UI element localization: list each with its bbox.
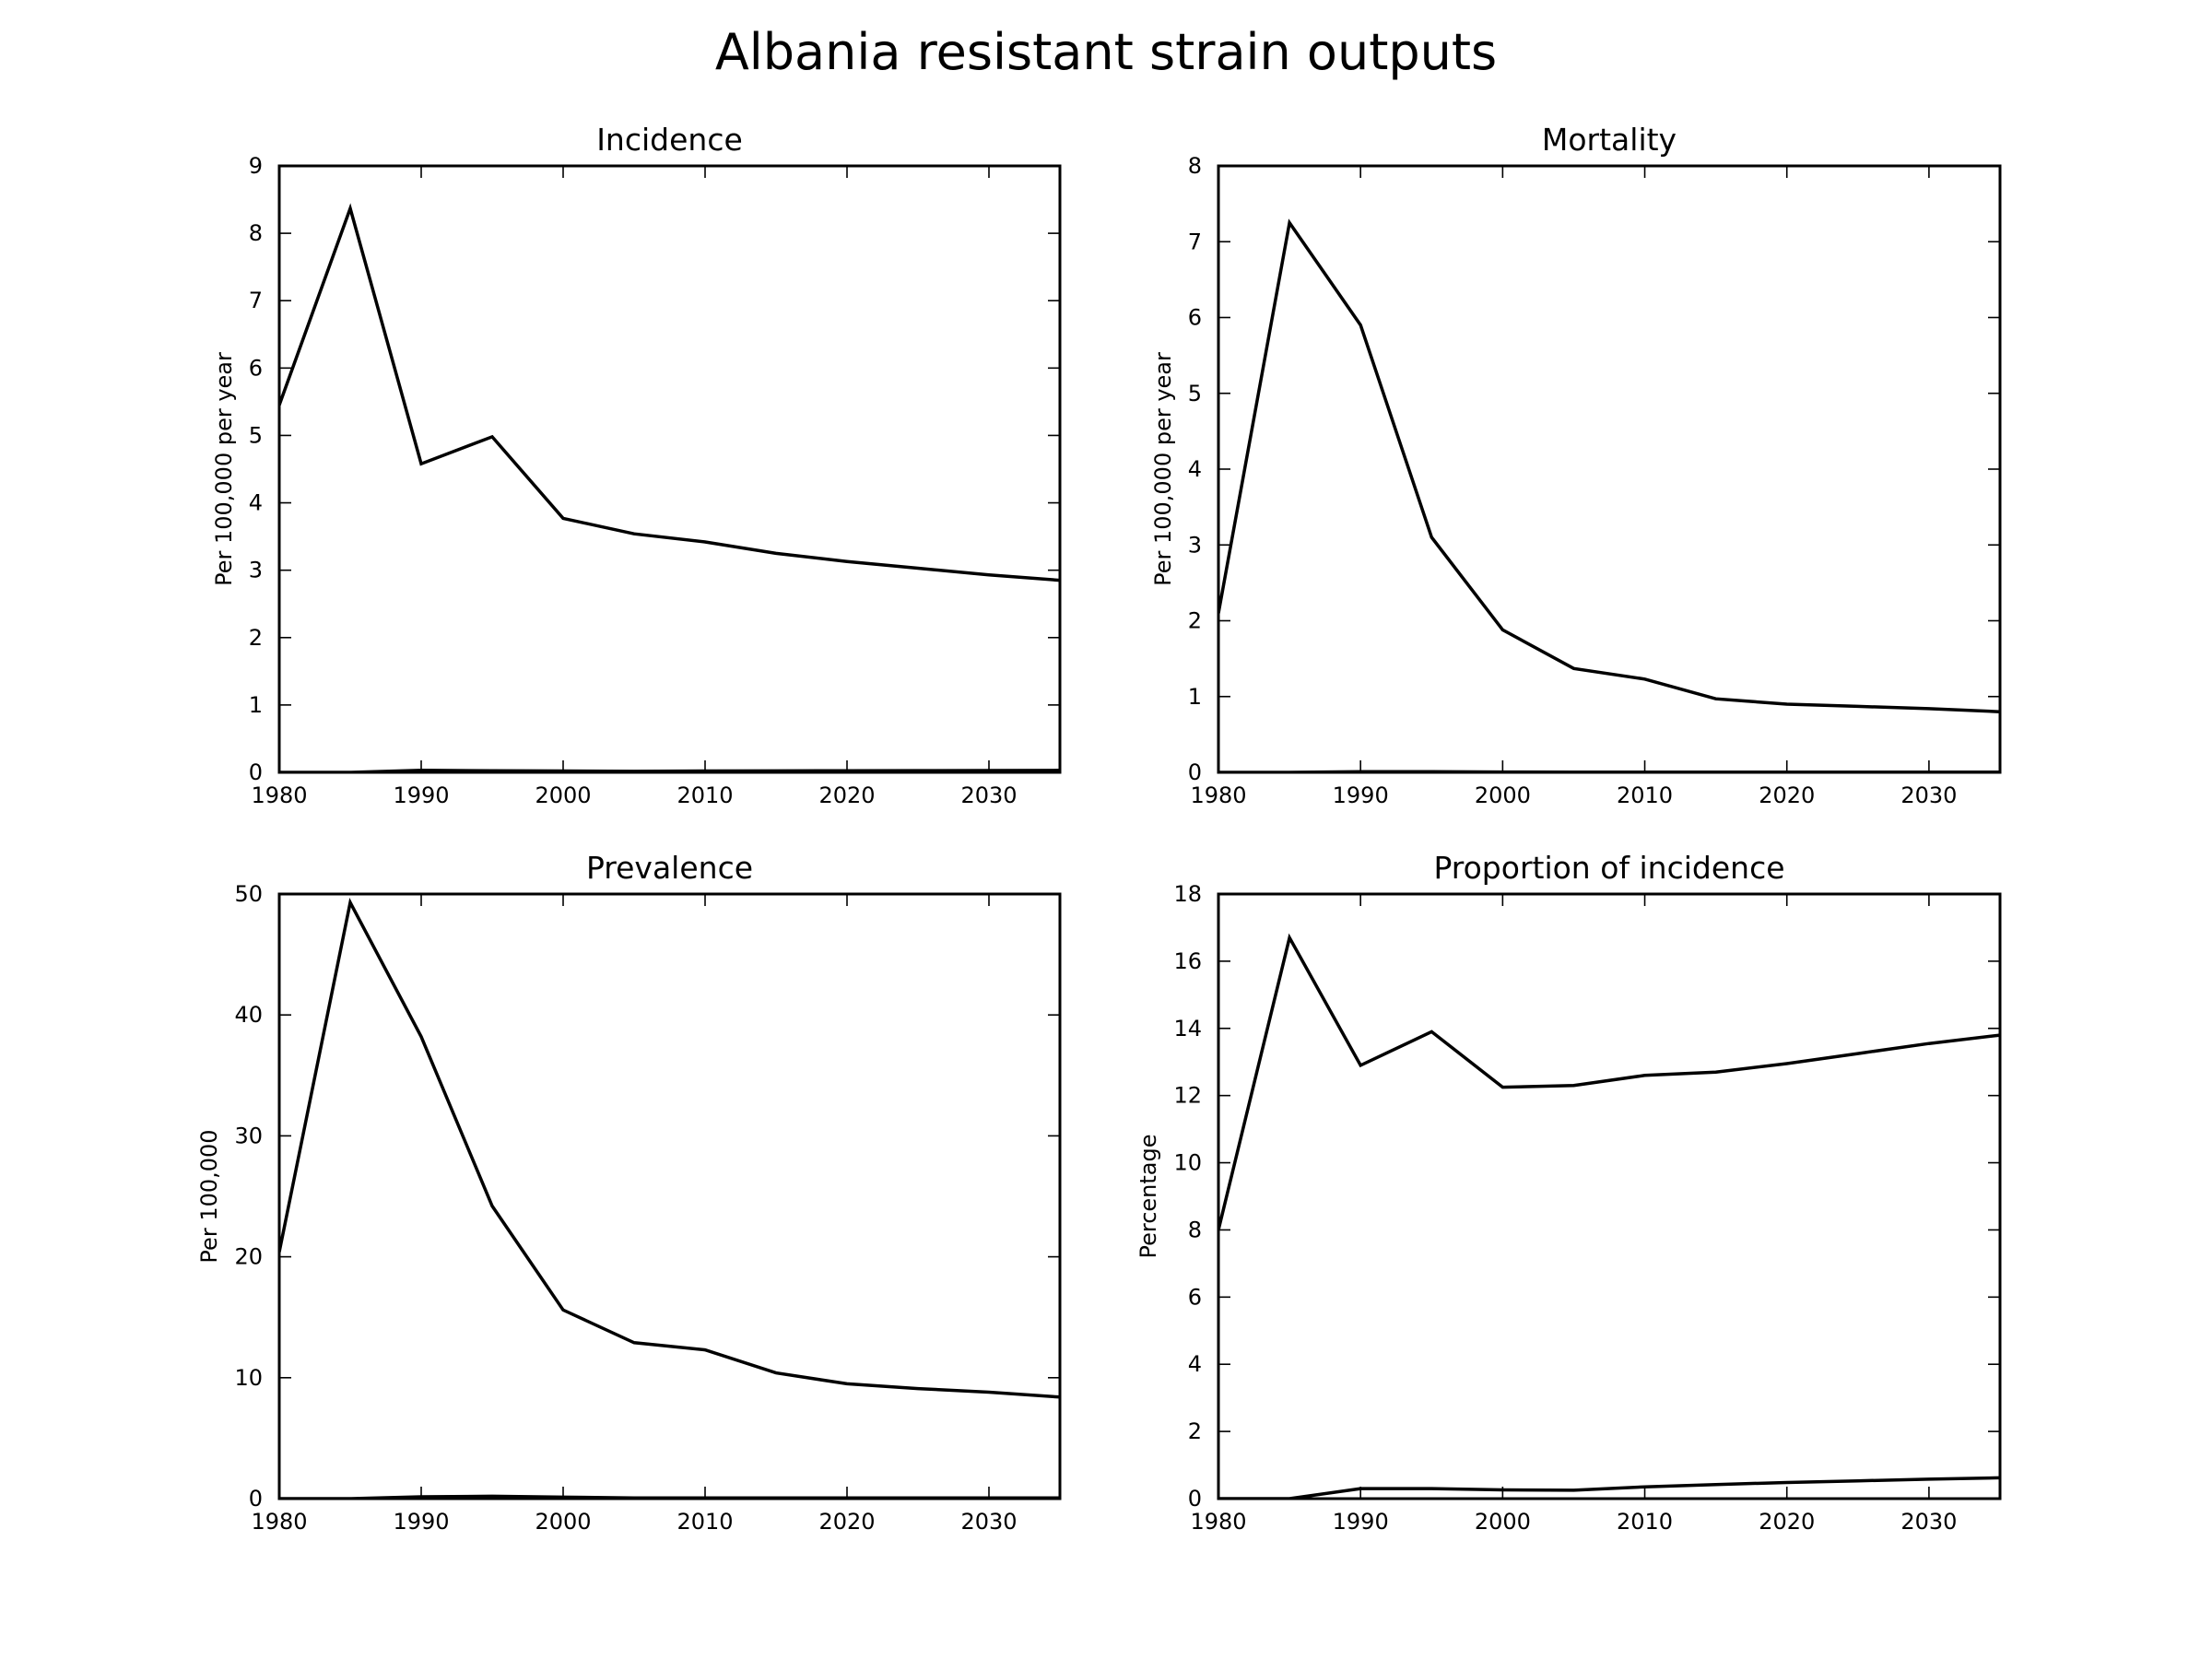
panel-4: Proportion of incidence Percentage 1980 199… (1135, 850, 2002, 1535)
y-tick-label: 5 (1188, 381, 1202, 406)
series-line-2 (1218, 1476, 2000, 1499)
y-axis-label: Percentage (1135, 1134, 1161, 1258)
y-tick-label: 8 (1188, 153, 1202, 179)
y-tick-label: 6 (1188, 1284, 1202, 1310)
plot-frame (1217, 164, 2002, 774)
y-tick-label: 10 (1173, 1150, 1202, 1176)
figure-title: Albania resistant strain outputs (715, 23, 1497, 81)
x-tick-label: 1990 (393, 1509, 449, 1535)
y-tick-label: 8 (1188, 1217, 1202, 1242)
panel-title: Mortality (1542, 122, 1677, 158)
y-tick-label: 20 (234, 1244, 263, 1270)
y-tick-label: 4 (1188, 1351, 1202, 1377)
y-tick-label: 14 (1173, 1016, 1202, 1041)
panel-title: Proportion of incidence (1433, 850, 1784, 886)
y-axis-label: Per 100,000 per year (211, 352, 237, 586)
x-tick-label: 1990 (393, 782, 449, 808)
y-tick-label: 0 (1188, 759, 1202, 785)
series-line-1 (279, 203, 1060, 582)
y-tick-label: 6 (249, 355, 263, 381)
x-tick-label: 2000 (1475, 782, 1531, 808)
x-tick-label: 2030 (1900, 1509, 1957, 1535)
y-tick-label: 10 (234, 1365, 263, 1391)
y-tick-label: 5 (249, 422, 263, 448)
x-tick-label: 2030 (960, 1509, 1017, 1535)
y-axis-label: Per 100,000 (196, 1129, 222, 1263)
y-tick-label: 1 (249, 692, 263, 718)
y-axis-label: Per 100,000 per year (1150, 352, 1176, 586)
x-tick-label: 1980 (1190, 1509, 1246, 1535)
x-tick-label: 2020 (818, 1509, 875, 1535)
x-tick-label: 2010 (677, 1509, 733, 1535)
y-tick-label: 8 (249, 220, 263, 246)
x-tick-label: 1990 (1333, 782, 1389, 808)
x-tick-label: 1980 (251, 782, 307, 808)
y-tick-label: 12 (1173, 1083, 1202, 1109)
x-tick-label: 2010 (677, 782, 733, 808)
y-tick-label: 3 (1188, 532, 1202, 558)
series-line-1 (1218, 933, 2000, 1230)
x-tick-label: 2000 (535, 782, 591, 808)
y-tick-label: 1 (1188, 684, 1202, 710)
panel-2: Mortality Per 100,000 per year 1980 1990 200… (1150, 122, 2002, 808)
panel-title: Incidence (596, 122, 743, 158)
y-tick-label: 9 (249, 153, 263, 179)
y-tick-label: 3 (249, 558, 263, 583)
y-tick-label: 40 (234, 1002, 263, 1028)
x-tick-label: 2020 (1759, 1509, 1815, 1535)
y-tick-label: 0 (249, 1486, 263, 1512)
x-tick-label: 2000 (535, 1509, 591, 1535)
y-tick-label: 6 (1188, 305, 1202, 331)
plot-frame (277, 164, 1062, 774)
x-tick-label: 2000 (1475, 1509, 1531, 1535)
panel-title: Prevalence (586, 850, 753, 886)
y-tick-label: 2 (1188, 608, 1202, 634)
y-tick-label: 4 (1188, 456, 1202, 482)
y-tick-label: 0 (249, 759, 263, 785)
plot-frame (277, 892, 1062, 1500)
x-tick-label: 1990 (1333, 1509, 1389, 1535)
y-tick-label: 16 (1173, 948, 1202, 974)
x-tick-label: 2030 (960, 782, 1017, 808)
y-tick-label: 4 (249, 490, 263, 516)
x-tick-label: 1980 (1190, 782, 1246, 808)
y-tick-label: 2 (1188, 1418, 1202, 1444)
y-tick-label: 50 (234, 881, 263, 907)
x-tick-label: 1980 (251, 1509, 307, 1535)
y-tick-label: 7 (249, 288, 263, 313)
x-tick-label: 2030 (1900, 782, 1957, 808)
y-tick-label: 0 (1188, 1486, 1202, 1512)
y-tick-label: 30 (234, 1123, 263, 1148)
y-tick-label: 7 (1188, 229, 1202, 254)
x-tick-label: 2010 (1617, 782, 1673, 808)
x-tick-label: 2010 (1617, 1509, 1673, 1535)
x-tick-label: 2020 (818, 782, 875, 808)
series-line-1 (1218, 218, 2000, 713)
x-tick-label: 2020 (1759, 782, 1815, 808)
plot-frame (1217, 892, 2002, 1500)
y-tick-label: 2 (249, 625, 263, 651)
series-line-1 (279, 898, 1060, 1399)
y-tick-label: 18 (1173, 881, 1202, 907)
